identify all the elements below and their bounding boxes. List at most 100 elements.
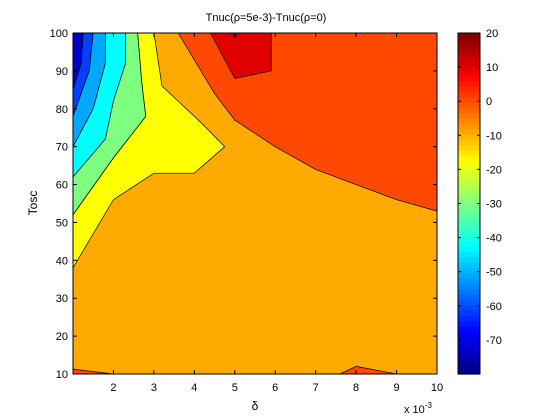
colorbar-band xyxy=(458,230,480,237)
contour-region-12 xyxy=(339,366,397,374)
colorbar-band xyxy=(458,315,480,322)
colorbar-band xyxy=(458,54,480,61)
colorbar-band xyxy=(458,91,480,98)
colorbar-band xyxy=(458,86,480,93)
contour-region-2 xyxy=(73,33,94,117)
colorbar-tick-label: -50 xyxy=(486,267,502,279)
colorbar-band xyxy=(458,294,480,301)
colorbar-band xyxy=(458,288,480,295)
colorbar-band xyxy=(458,331,480,338)
colorbar-band xyxy=(458,139,480,146)
x-tick-label: 6 xyxy=(272,382,278,394)
y-tick-label: 40 xyxy=(56,255,68,267)
colorbar-tick-label: 0 xyxy=(486,96,492,108)
colorbar-band xyxy=(458,123,480,130)
colorbar-band xyxy=(458,368,480,375)
colorbar-band xyxy=(458,342,480,348)
colorbar-band xyxy=(458,155,480,162)
x-tick-label: 7 xyxy=(313,382,319,394)
colorbar-band xyxy=(458,176,480,183)
y-tick-label: 90 xyxy=(56,66,68,78)
colorbar-band xyxy=(458,347,480,354)
y-tick-label: 60 xyxy=(56,180,68,192)
colorbar-band xyxy=(458,214,480,221)
colorbar: 20 10 0 -10 -20 -30 -40 -50 -60 -70 xyxy=(457,28,502,375)
colorbar-band xyxy=(458,262,480,269)
chart-title: Tnuc(ρ=5e-3)-Tnuc(ρ=0) xyxy=(206,12,327,24)
y-tick-label: 80 xyxy=(56,104,68,116)
y-tick-label: 20 xyxy=(56,331,68,343)
colorbar-band xyxy=(458,48,480,55)
x-tick-label: 3 xyxy=(151,382,157,394)
colorbar-band xyxy=(458,80,480,87)
x-tick-label: 4 xyxy=(191,382,197,394)
colorbar-band xyxy=(458,219,480,226)
contour-region-11 xyxy=(73,368,114,374)
colorbar-band xyxy=(458,304,480,311)
x-tick-label: 9 xyxy=(393,382,399,394)
colorbar-band xyxy=(458,118,480,125)
colorbar-band xyxy=(458,166,480,173)
colorbar-tick-label: -20 xyxy=(486,164,502,176)
colorbar-band xyxy=(458,33,480,39)
colorbar-band xyxy=(458,144,480,151)
colorbar-band xyxy=(458,59,480,66)
colorbar-band xyxy=(458,283,480,290)
plot-frame xyxy=(72,32,438,375)
colorbar-band xyxy=(458,320,480,327)
colorbar-tick-label: -70 xyxy=(486,335,502,347)
colorbar-tick-label: -60 xyxy=(486,301,502,313)
x-exponent-base: x 10 xyxy=(404,404,425,416)
colorbar-tick-label: 10 xyxy=(486,62,498,74)
colorbar-band xyxy=(458,299,480,306)
colorbar-band xyxy=(458,160,480,167)
colorbar-band xyxy=(458,358,480,364)
colorbar-band xyxy=(458,70,480,77)
contour-plot-area: 2 3 4 5 6 7 8 9 10 10 20 30 40 50 60 70 80 90 100 xyxy=(50,28,443,394)
colorbar-band xyxy=(458,192,480,199)
y-tick-label: 30 xyxy=(56,293,68,305)
colorbar-band xyxy=(458,96,480,103)
x-exponent-power: -3 xyxy=(425,401,433,410)
colorbar-band xyxy=(458,363,480,370)
colorbar-band xyxy=(458,272,480,279)
colorbar-band xyxy=(458,256,480,263)
colorbar-band xyxy=(458,102,480,109)
x-axis-label: δ xyxy=(252,399,259,413)
x-tick-label: 5 xyxy=(232,382,238,394)
colorbar-band xyxy=(458,352,480,359)
colorbar-band xyxy=(458,278,480,285)
contour-region-6 xyxy=(73,33,226,269)
colorbar-band xyxy=(458,75,480,82)
y-tick-label: 100 xyxy=(50,28,68,40)
colorbar-tick-label: -40 xyxy=(486,233,502,245)
colorbar-band xyxy=(458,267,480,274)
x-axis-exponent: x 10-3 xyxy=(404,401,432,416)
y-axis-label: Tosc xyxy=(26,191,40,216)
colorbar-tick-label: -30 xyxy=(486,199,502,211)
y-tick-label: 70 xyxy=(56,142,68,154)
x-tick-label: 10 xyxy=(431,382,443,394)
x-tick-label: 2 xyxy=(110,382,116,394)
x-tick-label: 8 xyxy=(353,382,359,394)
colorbar-band xyxy=(458,150,480,157)
colorbar-band xyxy=(458,246,480,253)
colorbar-band xyxy=(458,235,480,242)
colorbar-band xyxy=(458,208,480,215)
contour-region-8 xyxy=(177,33,437,212)
colorbar-band xyxy=(458,336,480,343)
colorbar-band xyxy=(458,198,480,205)
y-tick-label: 50 xyxy=(56,217,68,229)
colorbar-band xyxy=(458,182,480,189)
colorbar-band xyxy=(458,310,480,316)
colorbar-band xyxy=(458,251,480,258)
colorbar-band xyxy=(458,224,480,231)
colorbar-band xyxy=(458,240,480,247)
colorbar-band xyxy=(458,134,480,141)
contour-region-9 xyxy=(210,33,272,79)
colorbar-band xyxy=(458,107,480,114)
colorbar-band xyxy=(458,326,480,332)
colorbar-band xyxy=(458,187,480,194)
y-tick-label: 10 xyxy=(56,369,68,381)
